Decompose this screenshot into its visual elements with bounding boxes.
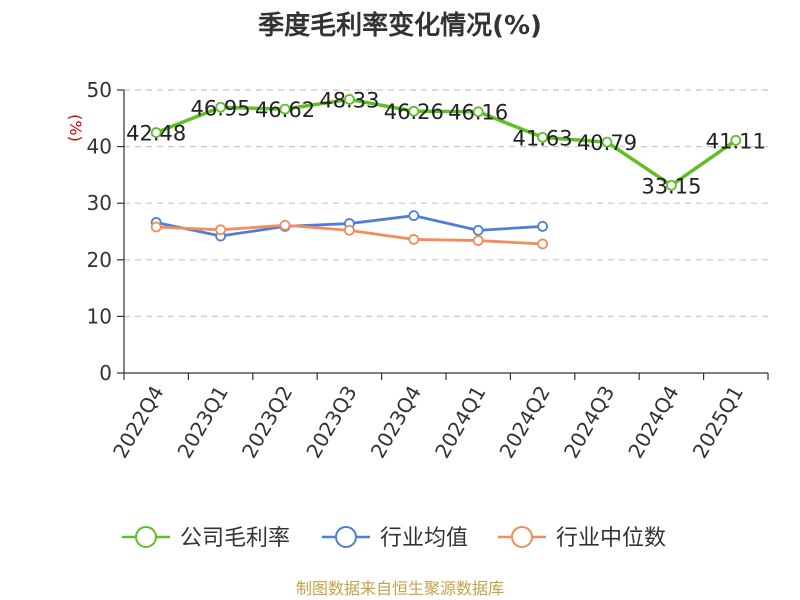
- data-point: [408, 105, 420, 117]
- data-point: [408, 234, 420, 245]
- x-tick-label: 2023Q2: [237, 382, 297, 463]
- legend[interactable]: 公司毛利率 行业均值 行业中位数: [122, 526, 666, 551]
- data-label: 46.26: [384, 100, 444, 124]
- axes: 0 10 20 30 40 50 2022Q4 2023Q1 2023Q2 2023Q3 2023Q…: [87, 78, 769, 463]
- data-point: [279, 103, 291, 115]
- data-point: [343, 94, 355, 105]
- x-tick-label: 2023Q3: [301, 382, 361, 463]
- x-tick-label: 2025Q1: [688, 382, 748, 463]
- grid-lines: [124, 89, 768, 317]
- data-point: [537, 221, 548, 232]
- x-tick-label: 2024Q4: [623, 382, 683, 463]
- y-tick-label: 40: [87, 135, 112, 159]
- legend-marker[interactable]: [511, 526, 533, 548]
- x-tick-label: 2024Q3: [559, 382, 619, 463]
- data-point: [215, 224, 227, 236]
- data-label: 33.15: [641, 174, 701, 198]
- data-label: 48.33: [319, 88, 379, 112]
- data-point: [537, 131, 548, 143]
- data-point: [537, 238, 548, 250]
- y-axis-unit: (%): [66, 114, 85, 142]
- x-tick-label: 2023Q1: [172, 382, 232, 463]
- x-tick-label: 2024Q1: [430, 382, 490, 463]
- data-point: [472, 235, 484, 246]
- series-group: [150, 94, 742, 250]
- legend-label[interactable]: 公司毛利率: [180, 526, 290, 551]
- data-point: [472, 106, 484, 118]
- legend-marker[interactable]: [135, 526, 157, 548]
- legend-label[interactable]: 行业中位数: [556, 526, 666, 551]
- legend-marker[interactable]: [335, 526, 357, 548]
- data-point: [601, 136, 613, 148]
- x-tick-label: 2023Q4: [366, 382, 426, 463]
- data-label: 42.48: [126, 122, 186, 146]
- chart-title: 季度毛利率变化情况(%): [258, 10, 542, 41]
- data-label: 46.16: [448, 101, 508, 125]
- legend-label[interactable]: 行业均值: [380, 526, 468, 551]
- data-label: 46.95: [191, 96, 251, 120]
- y-tick-label: 10: [87, 304, 112, 328]
- data-point: [343, 224, 355, 236]
- y-tick-label: 20: [87, 248, 112, 272]
- data-point: [279, 219, 291, 231]
- source-note: 制图数据来自恒生聚源数据库: [296, 579, 504, 598]
- data-label: 41.63: [513, 126, 573, 150]
- data-point: [472, 224, 484, 236]
- data-point: [215, 101, 227, 113]
- data-label: 40.79: [577, 131, 637, 155]
- y-tick-label: 30: [87, 191, 112, 215]
- data-point: [150, 127, 162, 138]
- x-tick-label: 2024Q2: [494, 382, 554, 463]
- series-line: [155, 97, 737, 188]
- data-label: 46.62: [255, 98, 315, 122]
- data-point: [666, 179, 677, 191]
- y-tick-label: 0: [99, 361, 112, 385]
- data-point: [150, 221, 162, 233]
- y-tick-label: 50: [87, 78, 112, 102]
- data-point: [408, 210, 420, 222]
- x-tick-label: 2022Q4: [108, 382, 168, 463]
- data-point: [730, 134, 742, 146]
- data-label: 41.11: [706, 129, 766, 153]
